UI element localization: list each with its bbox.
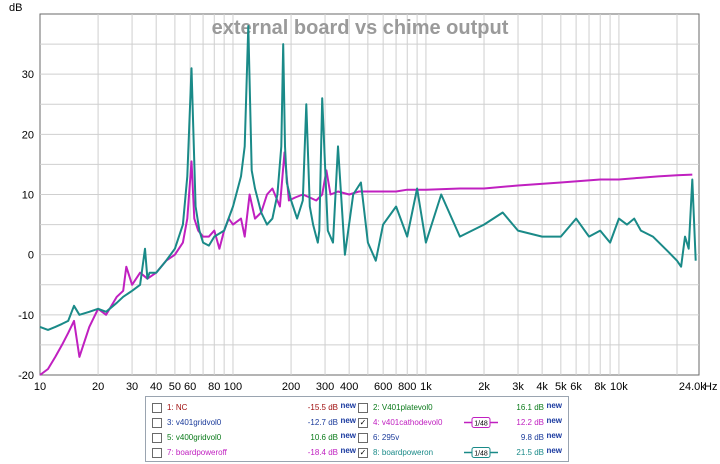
x-axis-label: Hz <box>704 381 717 393</box>
legend-checkbox[interactable] <box>152 403 162 413</box>
legend-checkbox[interactable]: ✓ <box>358 448 368 458</box>
x-tick-label: 4k <box>536 381 548 393</box>
legend-label: 2: V401platevol0 <box>373 403 433 412</box>
legend-value: -18.4 dB <box>307 448 338 457</box>
y-tick-label: -20 <box>18 370 34 382</box>
legend-item: 1: NC -15.5 dB new <box>152 401 356 414</box>
series-line-v401cathodevol0 <box>39 151 693 376</box>
legend-item: 5: v400gridvol0 10.6 dB new <box>152 431 356 444</box>
x-tick-label: 600 <box>374 381 392 393</box>
x-tick-label: 200 <box>282 381 300 393</box>
x-tick-label: 3k <box>512 381 524 393</box>
legend-item: 6: 295v 9.8 dB new <box>358 431 562 444</box>
x-tick-label: 100 <box>224 381 242 393</box>
x-tick-label: 20 <box>92 381 104 393</box>
legend-new-label[interactable]: new <box>340 431 356 440</box>
x-tick-label: 24.0k <box>679 381 706 393</box>
x-tick-label: 8k <box>594 381 606 393</box>
legend-value: 21.5 dB <box>516 448 544 457</box>
y-tick-label: -10 <box>18 310 34 322</box>
legend-label: 5: v400gridvol0 <box>167 433 222 442</box>
legend-new-label[interactable]: new <box>546 446 562 455</box>
x-tick-label: 1k <box>420 381 432 393</box>
legend-item: ✓ 8: boardpoweron 1/48 21.5 dB new <box>358 446 562 459</box>
legend-checkbox[interactable] <box>358 403 368 413</box>
legend-new-label[interactable]: new <box>546 401 562 410</box>
legend-checkbox[interactable]: ✓ <box>358 418 368 428</box>
y-axis-label: dB <box>9 2 22 14</box>
legend: 1: NC -15.5 dB new 2: V401platevol0 16.1 dB n… <box>145 396 569 462</box>
legend-value: 16.1 dB <box>516 403 544 412</box>
legend-label: 3: v401gridvol0 <box>167 418 222 427</box>
legend-new-label[interactable]: new <box>340 416 356 425</box>
chart-title: external board vs chime output <box>212 17 509 39</box>
legend-swatch-icon: 1/48 <box>464 417 498 428</box>
legend-swatch-icon: 1/48 <box>464 447 498 458</box>
legend-value: -12.7 dB <box>307 418 338 427</box>
x-tick-label: 800 <box>398 381 416 393</box>
x-tick-label: 2k <box>478 381 490 393</box>
legend-item: 7: boardpoweroff -18.4 dB new <box>152 446 356 459</box>
legend-new-label[interactable]: new <box>340 446 356 455</box>
legend-new-label[interactable]: new <box>546 431 562 440</box>
legend-label: 7: boardpoweroff <box>167 448 227 457</box>
x-tick-label: 6k <box>570 381 582 393</box>
x-tick-label: 60 <box>184 381 196 393</box>
svg-text:1/48: 1/48 <box>474 451 488 458</box>
legend-value: 12.2 dB <box>516 418 544 427</box>
legend-checkbox[interactable] <box>152 448 162 458</box>
legend-item: 2: V401platevol0 16.1 dB new <box>358 401 562 414</box>
y-tick-labels: 30 20 10 0 -10 -20 <box>18 69 34 382</box>
legend-label: 8: boardpoweron <box>373 448 434 457</box>
y-tick-label: 0 <box>28 250 34 262</box>
legend-item: ✓ 4: v401cathodevol0 1/48 12.2 dB new <box>358 416 562 429</box>
series-lines <box>39 25 697 376</box>
legend-label: 6: 295v <box>373 433 400 442</box>
x-tick-label: 40 <box>150 381 162 393</box>
legend-item: 3: v401gridvol0 -12.7 dB new <box>152 416 356 429</box>
legend-value: 10.6 dB <box>310 433 338 442</box>
x-tick-label: 10k <box>610 381 628 393</box>
y-tick-label: 30 <box>22 69 34 81</box>
x-tick-label: 80 <box>208 381 220 393</box>
grid <box>40 14 699 375</box>
legend-checkbox[interactable] <box>152 433 162 443</box>
x-tick-label: 10 <box>34 381 46 393</box>
x-tick-label: 400 <box>340 381 358 393</box>
y-tick-label: 10 <box>22 190 34 202</box>
x-tick-label: 5k <box>555 381 567 393</box>
legend-label: 4: v401cathodevol0 <box>373 418 443 427</box>
y-tick-label: 20 <box>22 129 34 141</box>
legend-checkbox[interactable] <box>152 418 162 428</box>
x-tick-label: 30 <box>126 381 138 393</box>
legend-new-label[interactable]: new <box>546 416 562 425</box>
legend-value: -15.5 dB <box>307 403 338 412</box>
legend-checkbox[interactable] <box>358 433 368 443</box>
legend-value: 9.8 dB <box>520 433 544 442</box>
x-tick-label: 300 <box>316 381 334 393</box>
legend-new-label[interactable]: new <box>340 401 356 410</box>
legend-label: 1: NC <box>167 403 188 412</box>
x-tick-label: 50 <box>169 381 181 393</box>
plot-area: external board vs chime output dB Hz 30 2… <box>9 2 717 393</box>
series-line-boardpoweron <box>39 25 697 331</box>
x-tick-labels: 10 20 30 40 50 60 80 100 200 300 400 600 800 1k 2k 3k 4k… <box>34 381 706 393</box>
svg-text:1/48: 1/48 <box>474 421 488 428</box>
